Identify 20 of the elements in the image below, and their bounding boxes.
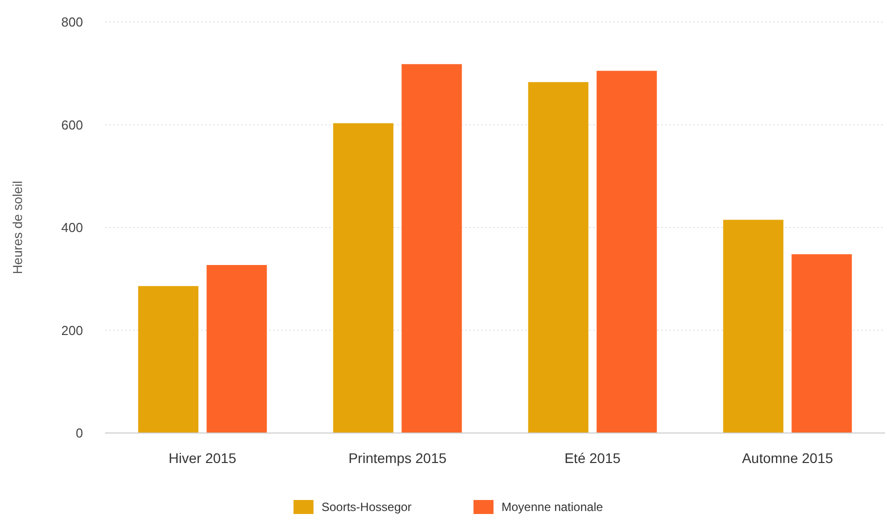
y-axis-title: Heures de soleil (10, 180, 25, 274)
y-tick-label: 600 (61, 117, 83, 132)
bar (138, 286, 198, 433)
y-tick-label: 0 (76, 426, 83, 441)
bar (206, 265, 267, 433)
bar (333, 123, 394, 433)
x-tick-label: Automne 2015 (742, 450, 834, 466)
bar (402, 64, 462, 433)
bar (792, 254, 852, 433)
bar (528, 82, 588, 433)
y-tick-label: 800 (61, 14, 83, 30)
x-tick-label: Hiver 2015 (168, 450, 237, 466)
bar (596, 70, 657, 433)
bar (723, 220, 784, 433)
y-tick-label: 400 (61, 220, 83, 236)
legend-label: Moyenne nationale (502, 500, 604, 514)
x-tick-label: Eté 2015 (564, 450, 621, 466)
legend-label: Soorts-Hossegor (322, 500, 412, 514)
y-tick-label: 200 (61, 322, 83, 338)
x-tick-label: Printemps 2015 (348, 450, 447, 466)
